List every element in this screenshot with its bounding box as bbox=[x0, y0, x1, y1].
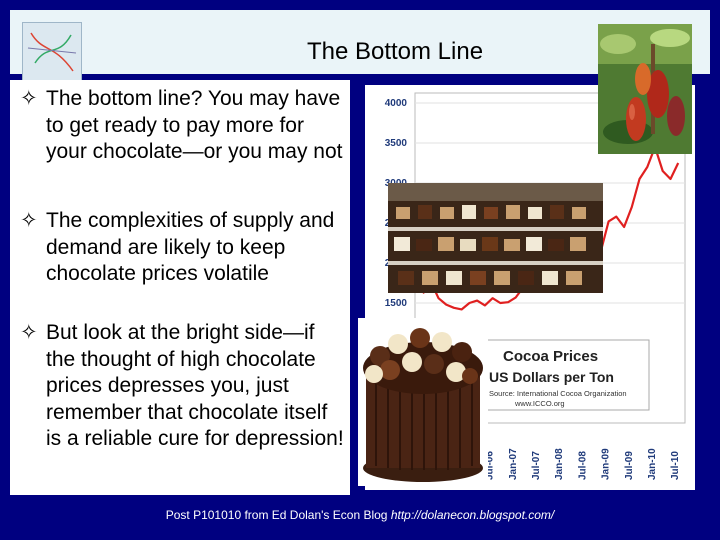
chocolate-cake-image bbox=[358, 318, 488, 486]
cocoa-pods-image bbox=[598, 24, 692, 154]
footer: Post P101010 from Ed Dolan's Econ Blog h… bbox=[120, 508, 600, 522]
x-tick-label: Jul-09 bbox=[624, 451, 635, 480]
chocolate-display-image bbox=[388, 183, 603, 293]
chart-source: Source: International Cocoa Organization bbox=[489, 389, 627, 398]
bullet-item: ✧ The bottom line? You may have to get r… bbox=[20, 87, 343, 163]
bullet-item: ✧ The complexities of supply and demand … bbox=[20, 209, 335, 285]
footer-text: Post P101010 from Ed Dolan's Econ Blog bbox=[165, 508, 391, 522]
x-tick-label: Jul-07 bbox=[531, 451, 542, 480]
chart-title: Cocoa Prices bbox=[503, 348, 598, 365]
x-tick-label: Jul-08 bbox=[577, 451, 588, 480]
slide-thumbnail bbox=[22, 22, 82, 82]
y-tick-label: 1500 bbox=[385, 298, 408, 309]
title-bar: The Bottom Line bbox=[10, 10, 710, 82]
chart-subtitle: US Dollars per Ton bbox=[489, 369, 614, 385]
bullet-item: ✧ But look at the bright side—if the tho… bbox=[20, 321, 344, 450]
slide-title: The Bottom Line bbox=[306, 38, 484, 65]
x-tick-label: Jan-10 bbox=[647, 448, 658, 480]
x-tick-label: Jul-10 bbox=[670, 451, 681, 480]
y-tick-label: 3500 bbox=[385, 138, 408, 149]
x-tick-label: Jan-08 bbox=[554, 448, 565, 480]
footer-link[interactable]: http://dolanecon.blogspot.com/ bbox=[390, 508, 555, 522]
bullet-panel: ✧ The bottom line? You may have to get r… bbox=[10, 80, 350, 495]
x-tick-label: Jul-06 bbox=[485, 451, 496, 480]
bullet-star-icon: ✧ bbox=[20, 209, 38, 232]
chart-source-url: www.ICCO.org bbox=[514, 399, 565, 408]
x-tick-label: Jan-07 bbox=[508, 448, 519, 480]
bullet-star-icon: ✧ bbox=[20, 87, 38, 110]
chart-title-box bbox=[486, 339, 650, 411]
x-tick-label: Jan-09 bbox=[601, 448, 612, 480]
y-tick-label: 4000 bbox=[385, 98, 408, 109]
bullet-star-icon: ✧ bbox=[20, 321, 38, 344]
